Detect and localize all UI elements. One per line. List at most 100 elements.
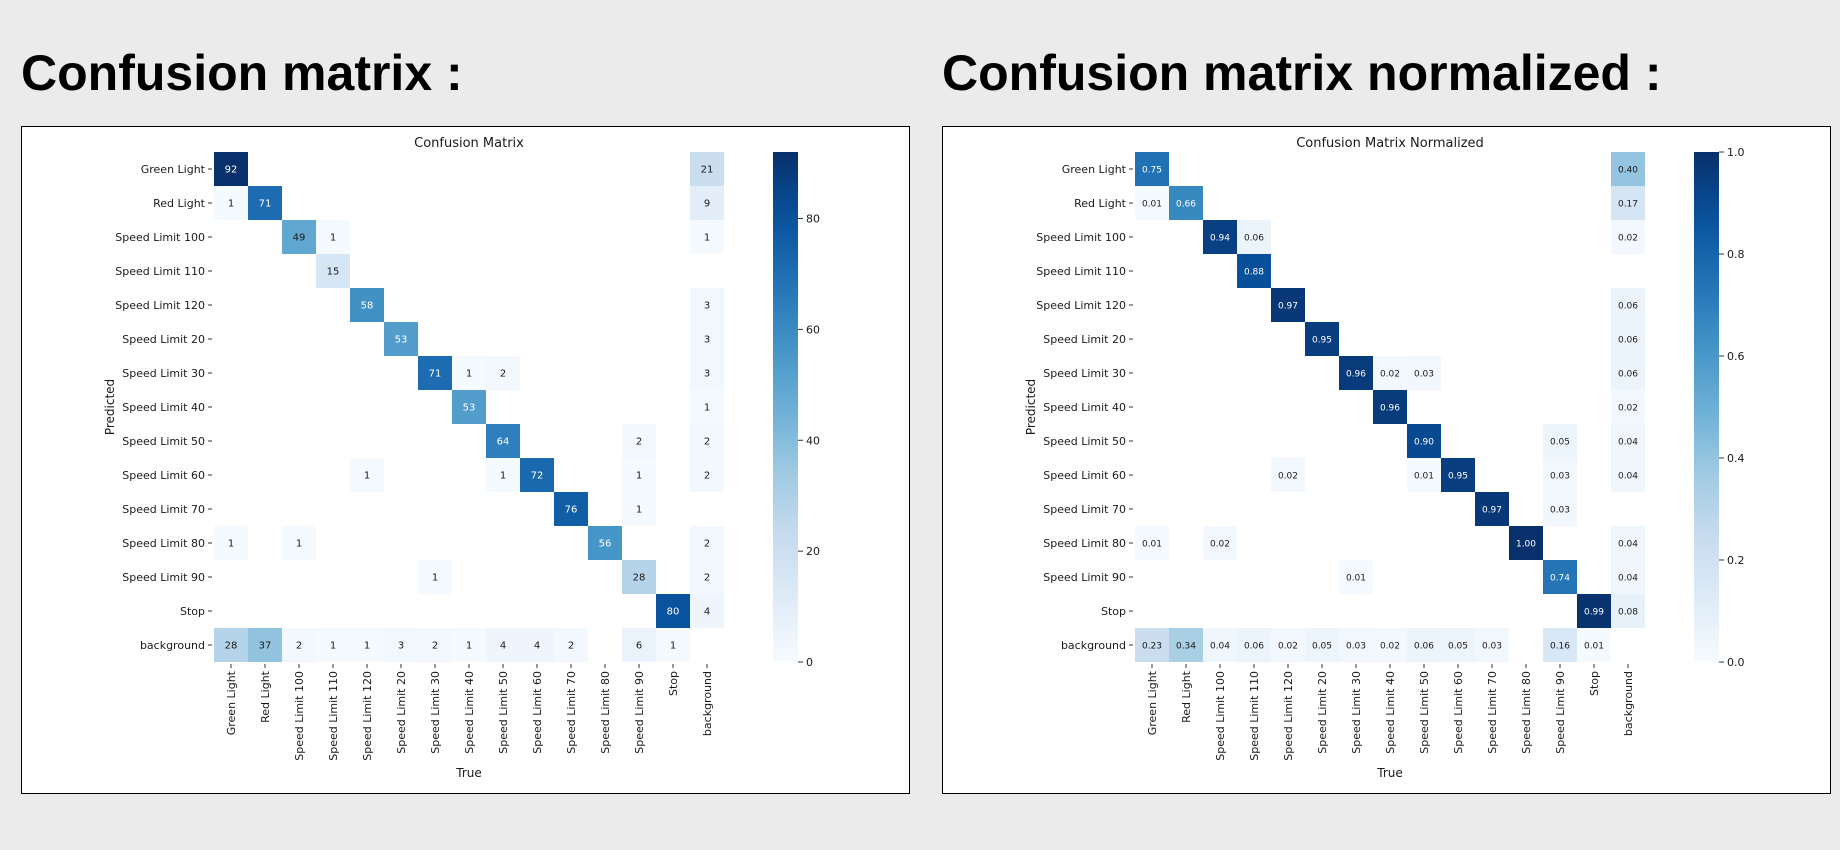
cell-value-label: 58 — [361, 301, 374, 312]
heatmap-cell — [1339, 628, 1373, 662]
y-tick-label: background — [1061, 639, 1126, 652]
colorbar-tick-label: 80 — [806, 213, 820, 226]
heatmap-cell — [1203, 526, 1237, 560]
cell-value-label: 0.03 — [1550, 506, 1570, 516]
cell-value-label: 0.02 — [1278, 642, 1298, 652]
heatmap-cell — [1611, 220, 1645, 254]
cell-value-label: 0.06 — [1414, 642, 1434, 652]
cell-value-label: 0.02 — [1380, 642, 1400, 652]
x-tick-label: Speed Limit 40 — [1384, 671, 1397, 754]
x-tick-label: Speed Limit 90 — [633, 671, 646, 754]
cell-value-label: 0.05 — [1312, 642, 1332, 652]
cell-value-label: 0.01 — [1584, 642, 1604, 652]
colorbar-tick-label: 60 — [806, 323, 820, 336]
colorbar-tick-label: 0.6 — [1727, 350, 1745, 363]
cell-value-label: 0.05 — [1448, 642, 1468, 652]
y-tick-label: Speed Limit 90 — [1043, 571, 1126, 584]
cell-value-label: 0.99 — [1584, 608, 1604, 618]
y-tick-label: background — [140, 639, 205, 652]
cell-value-label: 0.34 — [1176, 642, 1196, 652]
confusion-matrix-normalized-frame: Confusion Matrix Normalized 0.75 0.40 0.01 0… — [942, 126, 1831, 794]
y-tick-label: Speed Limit 110 — [115, 265, 205, 278]
heatmap-cell — [486, 356, 520, 390]
heatmap-cell — [690, 560, 724, 594]
heatmap-cell — [1237, 254, 1271, 288]
cell-value-label: 2 — [432, 641, 438, 652]
cell-value-label: 3 — [704, 369, 710, 380]
heatmap-cell — [1475, 628, 1509, 662]
y-tick-label: Red Light — [1074, 197, 1127, 210]
heatmap-cell — [656, 594, 690, 628]
cell-value-label: 0.02 — [1380, 370, 1400, 380]
cell-value-label: 4 — [500, 641, 506, 652]
cell-value-label: 2 — [704, 437, 710, 448]
heatmap-cell — [1373, 356, 1407, 390]
confusion-matrix-normalized-heading: Confusion matrix normalized : — [942, 45, 1662, 101]
cell-value-label: 0.66 — [1176, 200, 1196, 210]
y-tick-label: Speed Limit 30 — [122, 367, 205, 380]
x-tick-label: Speed Limit 50 — [1418, 671, 1431, 754]
heatmap-cell — [1543, 560, 1577, 594]
y-tick-label: Green Light — [1062, 163, 1127, 176]
y-axis-label: Predicted — [103, 379, 117, 435]
heatmap-cell — [1135, 152, 1169, 186]
heatmap-cell — [1373, 628, 1407, 662]
x-tick-label: Speed Limit 70 — [1486, 671, 1499, 754]
cell-value-label: 2 — [704, 539, 710, 550]
y-tick-label: Speed Limit 40 — [122, 401, 205, 414]
heatmap-cell — [622, 424, 656, 458]
heatmap-cell — [1611, 424, 1645, 458]
cell-value-label: 1.00 — [1516, 540, 1536, 550]
cell-value-label: 1 — [466, 369, 472, 380]
y-tick-label: Speed Limit 100 — [1036, 231, 1126, 244]
heatmap-cell — [1611, 526, 1645, 560]
cell-value-label: 53 — [463, 403, 476, 414]
cell-value-label: 1 — [228, 539, 234, 550]
colorbar — [1694, 152, 1719, 662]
heatmap-cell — [690, 424, 724, 458]
cell-value-label: 0.01 — [1346, 574, 1366, 584]
cell-value-label: 0.06 — [1244, 642, 1264, 652]
x-tick-label: Speed Limit 80 — [599, 671, 612, 754]
x-tick-label: Red Light — [1180, 670, 1193, 723]
cell-value-label: 0.75 — [1142, 166, 1162, 176]
cell-value-label: 0.96 — [1346, 370, 1366, 380]
cell-value-label: 1 — [432, 573, 438, 584]
cell-value-label: 80 — [667, 607, 680, 618]
x-tick-label: Speed Limit 60 — [1452, 671, 1465, 754]
x-tick-label: Speed Limit 120 — [361, 671, 374, 761]
cell-value-label: 1 — [364, 471, 370, 482]
cell-value-label: 0.06 — [1618, 336, 1638, 346]
cell-value-label: 0.01 — [1142, 200, 1162, 210]
cell-value-label: 0.03 — [1414, 370, 1434, 380]
cell-value-label: 0.04 — [1618, 540, 1638, 550]
heatmap-cell — [214, 526, 248, 560]
cell-value-label: 0.02 — [1278, 472, 1298, 482]
cell-value-label: 21 — [701, 165, 714, 176]
cell-value-label: 1 — [228, 199, 234, 210]
cell-value-label: 15 — [327, 267, 340, 278]
y-tick-label: Stop — [180, 605, 205, 618]
y-tick-label: Speed Limit 50 — [1043, 435, 1126, 448]
x-tick-label: Speed Limit 30 — [1350, 671, 1363, 754]
cell-value-label: 3 — [704, 301, 710, 312]
y-tick-label: Speed Limit 120 — [115, 299, 205, 312]
x-tick-label: Speed Limit 60 — [531, 671, 544, 754]
cell-value-label: 1 — [704, 233, 710, 244]
cell-value-label: 1 — [500, 471, 506, 482]
heatmap-cell — [418, 628, 452, 662]
heatmap-cell — [1611, 152, 1645, 186]
cell-value-label: 2 — [636, 437, 642, 448]
heatmap-cell — [1543, 492, 1577, 526]
cell-value-label: 9 — [704, 199, 710, 210]
cell-value-label: 4 — [534, 641, 540, 652]
heatmap-cell — [1611, 356, 1645, 390]
heatmap-cell — [622, 492, 656, 526]
cell-value-label: 2 — [568, 641, 574, 652]
cell-value-label: 0.97 — [1278, 302, 1298, 312]
x-tick-label: Speed Limit 70 — [565, 671, 578, 754]
y-tick-label: Speed Limit 80 — [122, 537, 205, 550]
heatmap-cell — [1441, 628, 1475, 662]
cell-value-label: 0.04 — [1618, 574, 1638, 584]
